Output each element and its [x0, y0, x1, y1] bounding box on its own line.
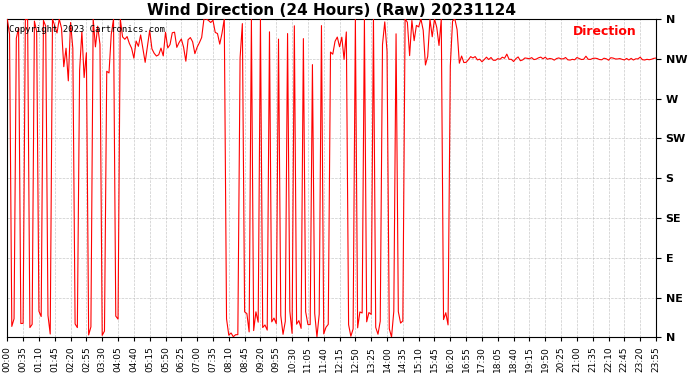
Title: Wind Direction (24 Hours) (Raw) 20231124: Wind Direction (24 Hours) (Raw) 20231124 — [147, 3, 516, 18]
Text: Direction: Direction — [573, 25, 637, 38]
Text: Copyright 2023 Cartronics.com: Copyright 2023 Cartronics.com — [8, 25, 164, 34]
